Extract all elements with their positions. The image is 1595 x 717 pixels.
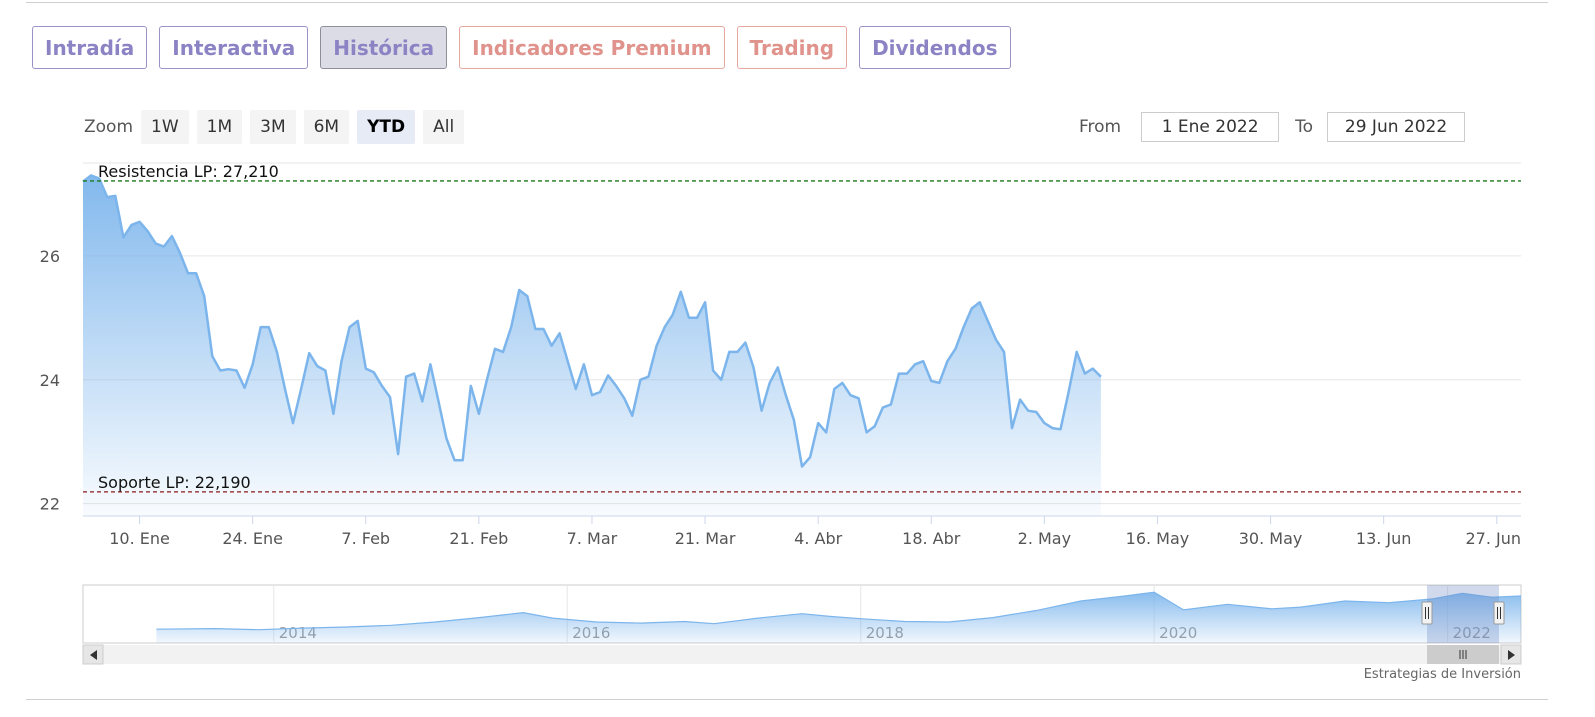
navigator-line [156,591,1522,631]
to-label: To [1295,117,1314,137]
tab-interactiva[interactable]: Interactiva [159,26,309,69]
zoom-selector: Zoom 1W 1M 3M 6M YTD All [84,110,472,144]
zoom-6m-button[interactable]: 6M [303,110,350,144]
navigator-year-label: 2018 [866,624,904,642]
zoom-3m-button[interactable]: 3M [250,110,296,144]
resistance-label: Resistencia LP: 27,210 [98,162,279,181]
navigator-area [156,592,1522,643]
y-tick-label: 26 [40,247,60,266]
from-date-input[interactable] [1141,112,1280,142]
from-label: From [1079,117,1122,137]
x-tick-label: 7. Feb [341,529,390,548]
x-tick-label: 18. Abr [902,529,961,548]
scrollbar-right-button[interactable] [1500,644,1522,665]
navigator-year-label: 2016 [572,624,610,642]
zoom-all-button[interactable]: All [423,110,465,144]
scrollbar-left-button[interactable] [82,644,104,665]
x-tick-label: 4. Abr [794,529,842,548]
navigator-year-label: 2020 [1159,624,1197,642]
x-tick-label: 30. May [1239,529,1303,548]
top-divider [26,2,1548,3]
x-tick-label: 13. Jun [1356,529,1412,548]
navigator-right-handle[interactable] [1493,601,1505,625]
navigator-selection[interactable] [1427,585,1499,643]
date-range: From To [1079,112,1466,142]
chart-credit[interactable]: Estrategias de Inversión [1363,667,1521,682]
tab-trading[interactable]: Trading [736,26,848,69]
bottom-divider [26,699,1548,700]
zoom-label: Zoom [84,117,134,137]
zoom-1m-button[interactable]: 1M [196,110,243,144]
x-tick-label: 24. Ene [222,529,283,548]
zoom-1w-button[interactable]: 1W [141,110,189,144]
x-tick-label: 2. May [1018,529,1071,548]
scrollbar-track [83,645,1521,664]
x-tick-label: 27. Jun [1465,529,1521,548]
x-tick-label: 21. Mar [675,529,736,548]
zoom-ytd-button[interactable]: YTD [357,110,416,144]
tab-dividendos[interactable]: Dividendos [859,26,1011,69]
scrollbar-thumb[interactable] [1427,645,1499,664]
support-label: Soporte LP: 22,190 [98,473,251,492]
y-tick-label: 24 [40,371,60,390]
scroll-right-icon [1508,650,1515,660]
y-tick-label: 22 [40,495,60,514]
x-tick-label: 21. Feb [449,529,508,548]
navigator-left-handle[interactable] [1421,601,1433,625]
x-tick-label: 16. May [1126,529,1190,548]
x-tick-label: 7. Mar [567,529,618,548]
price-line [82,174,1102,468]
tab-indicadores-premium[interactable]: Indicadores Premium [459,26,725,69]
to-date-input[interactable] [1327,112,1466,142]
x-tick-label: 10. Ene [109,529,170,548]
navigator-year-label: 2014 [279,624,317,642]
chart-tabs: Intradía Interactiva Histórica Indicadores … [32,26,1011,69]
price-area [83,175,1101,516]
navigator-year-label: 2022 [1453,624,1491,642]
scroll-left-icon [90,650,97,660]
tab-histórica[interactable]: Histórica [320,26,448,69]
tab-intradía[interactable]: Intradía [32,26,148,69]
navigator-frame [82,584,1522,644]
